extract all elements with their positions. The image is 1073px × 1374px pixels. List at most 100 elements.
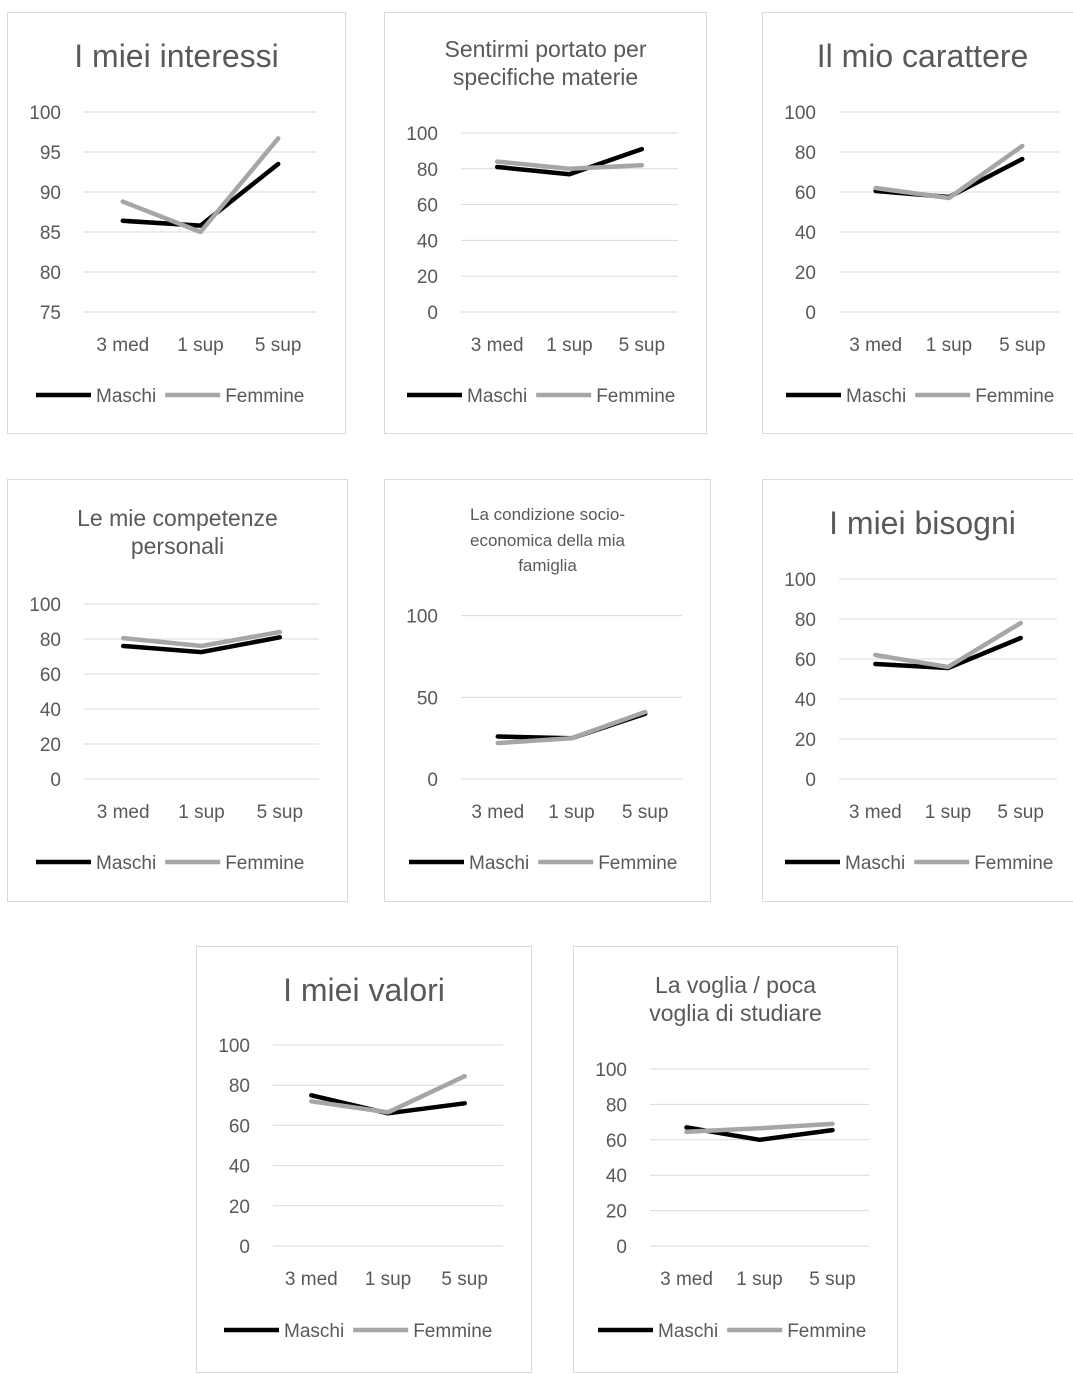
x-tick-label: 3 med <box>471 335 524 356</box>
legend-label: Femmine <box>974 853 1053 874</box>
plot-area: 75 80 85 90 95 100 3 med 1 sup 5 sup Maschi Femmin… <box>29 103 317 407</box>
y-tick-label: 100 <box>29 595 61 616</box>
y-tick-label: 20 <box>795 263 816 284</box>
x-tick-label: 1 sup <box>925 802 971 823</box>
legend-label: Femmine <box>413 1321 492 1342</box>
series-line-femmine <box>873 620 1023 670</box>
y-tick-label: 80 <box>417 160 438 181</box>
y-tick-label: 40 <box>229 1157 250 1178</box>
chart-title: I miei interessi <box>74 38 279 74</box>
x-tick-label: 5 sup <box>997 802 1043 823</box>
series-line-maschi <box>120 161 281 228</box>
legend-label: Femmine <box>975 386 1054 407</box>
legend-label: Maschi <box>658 1321 718 1342</box>
x-tick-label: 3 med <box>97 802 150 823</box>
y-tick-label: 20 <box>229 1197 250 1218</box>
plot-area: 0 20 40 60 80 100 3 med 1 sup 5 sup Maschi Femmine <box>406 124 678 407</box>
series-line-femmine <box>120 629 283 649</box>
y-tick-label: 100 <box>406 607 438 628</box>
y-tick-label: 0 <box>805 303 816 324</box>
legend-label: Maschi <box>845 853 905 874</box>
y-tick-label: 0 <box>805 770 816 791</box>
legend-label: Maschi <box>846 386 906 407</box>
y-tick-label: 40 <box>795 223 816 244</box>
y-tick-label: 100 <box>406 124 438 145</box>
series-line-maschi <box>495 711 648 741</box>
chart-voglia-di-studiare: La voglia / poca voglia di studiare 0 20 4… <box>573 946 898 1373</box>
legend-label: Maschi <box>469 853 529 874</box>
y-tick-label: 60 <box>795 650 816 671</box>
legend-label: Femmine <box>598 853 677 874</box>
y-tick-label: 90 <box>40 183 61 204</box>
y-tick-label: 80 <box>229 1076 250 1097</box>
y-tick-label: 80 <box>606 1095 627 1116</box>
series-line-femmine <box>684 1121 835 1135</box>
series-line-femmine <box>495 709 648 746</box>
y-tick-label: 20 <box>40 735 61 756</box>
legend-label: Femmine <box>596 386 675 407</box>
legend-label: Femmine <box>225 853 304 874</box>
y-tick-label: 85 <box>40 223 61 244</box>
x-tick-label: 1 sup <box>548 802 594 823</box>
y-tick-label: 20 <box>417 267 438 288</box>
plot-area: 0 50 100 3 med 1 sup 5 sup Maschi Femmine <box>406 607 682 874</box>
plot-area: 0 20 40 60 80 100 3 med 1 sup 5 sup Maschi Femmine <box>784 570 1057 874</box>
y-tick-label: 60 <box>229 1116 250 1137</box>
x-tick-label: 1 sup <box>178 802 224 823</box>
y-tick-label: 20 <box>606 1202 627 1223</box>
x-tick-label: 5 sup <box>255 335 301 356</box>
x-tick-label: 5 sup <box>622 802 668 823</box>
legend-label: Maschi <box>96 853 156 874</box>
legend-label: Femmine <box>787 1321 866 1342</box>
x-tick-label: 3 med <box>285 1269 338 1290</box>
x-tick-label: 3 med <box>660 1269 713 1290</box>
y-tick-label: 60 <box>606 1131 627 1152</box>
y-tick-label: 20 <box>795 730 816 751</box>
y-tick-label: 0 <box>239 1237 250 1258</box>
plot-area: 0 20 40 60 80 100 3 med 1 sup 5 sup Maschi Femmine <box>784 103 1059 407</box>
x-tick-label: 5 sup <box>257 802 303 823</box>
y-tick-label: 75 <box>40 303 61 324</box>
series-line-maschi <box>120 635 283 655</box>
y-tick-label: 0 <box>427 770 438 791</box>
y-tick-label: 80 <box>795 610 816 631</box>
legend-label: Femmine <box>225 386 304 407</box>
x-tick-label: 5 sup <box>999 335 1045 356</box>
y-tick-label: 0 <box>50 770 61 791</box>
y-tick-label: 100 <box>218 1036 250 1057</box>
series-line-femmine <box>120 136 281 235</box>
x-tick-label: 3 med <box>849 802 902 823</box>
y-tick-label: 0 <box>427 303 438 324</box>
y-tick-label: 40 <box>795 690 816 711</box>
x-tick-label: 1 sup <box>546 335 592 356</box>
legend-label: Maschi <box>467 386 527 407</box>
x-tick-label: 1 sup <box>177 335 223 356</box>
chart-title: I miei valori <box>283 972 445 1008</box>
y-tick-label: 100 <box>784 570 816 591</box>
chart-le-mie-competenze: Le mie competenze personali 0 20 40 60 80 100… <box>7 479 348 902</box>
chart-title: Il mio carattere <box>816 38 1029 74</box>
x-tick-label: 1 sup <box>926 335 972 356</box>
chart-sentirmi-portato: Sentirmi portato per specifiche materie … <box>384 12 707 434</box>
series-line-femmine <box>494 159 645 172</box>
y-tick-label: 60 <box>417 196 438 217</box>
x-tick-label: 3 med <box>849 335 902 356</box>
y-tick-label: 80 <box>40 630 61 651</box>
y-tick-label: 40 <box>417 231 438 252</box>
chart-condizione-socio-economica: La condizione socio-economica della mia … <box>384 479 711 902</box>
x-tick-label: 3 med <box>96 335 149 356</box>
x-tick-label: 5 sup <box>809 1269 855 1290</box>
chart-i-miei-interessi: I miei interessi 75 80 85 90 95 100 3 med 1 sup… <box>7 12 346 434</box>
chart-title: Le mie competenze personali <box>77 505 278 560</box>
y-tick-label: 0 <box>616 1237 627 1258</box>
x-tick-label: 1 sup <box>365 1269 411 1290</box>
plot-area: 0 20 40 60 80 100 3 med 1 sup 5 sup Maschi Femmine <box>29 595 319 874</box>
chart-title: La voglia / poca voglia di studiare <box>649 972 822 1027</box>
y-tick-label: 100 <box>595 1060 627 1081</box>
y-tick-label: 100 <box>784 103 816 124</box>
x-tick-label: 5 sup <box>441 1269 487 1290</box>
x-tick-label: 1 sup <box>736 1269 782 1290</box>
x-tick-label: 3 med <box>471 802 524 823</box>
y-tick-label: 95 <box>40 143 61 164</box>
y-tick-label: 80 <box>795 143 816 164</box>
